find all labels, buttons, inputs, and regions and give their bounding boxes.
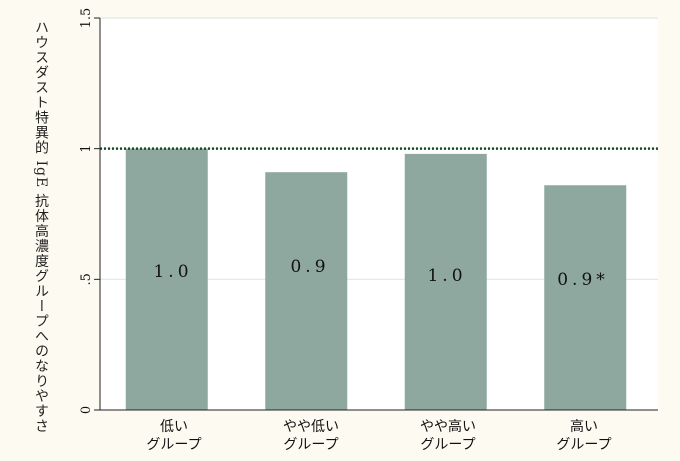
y-tick-label: 0: [79, 406, 94, 414]
y-ticks: 0 .5 1 1.5: [79, 8, 100, 414]
bars: [125, 148, 627, 411]
value-label: 1.0: [427, 266, 467, 286]
value-label: 0.9: [290, 257, 330, 277]
y-tick-label: 1.5: [79, 8, 94, 29]
bar: [125, 148, 208, 410]
y-tick-label: .5: [79, 273, 94, 285]
bar: [265, 172, 348, 410]
bar: [404, 153, 487, 411]
value-label: 1.0: [153, 262, 193, 282]
y-axis-label: ハウスダスト特異的 IgE 抗体高濃度グループへのなりやすさ: [33, 20, 49, 434]
bar: [544, 185, 627, 410]
value-label: 0.9*: [557, 270, 609, 290]
x-category-label: やや高い グループ: [420, 419, 476, 453]
x-category-label: 高い グループ: [556, 419, 612, 453]
y-tick-label: 1: [79, 145, 94, 153]
x-category-label: やや低い グループ: [283, 419, 339, 453]
x-category-label: 低い グループ: [146, 419, 202, 453]
